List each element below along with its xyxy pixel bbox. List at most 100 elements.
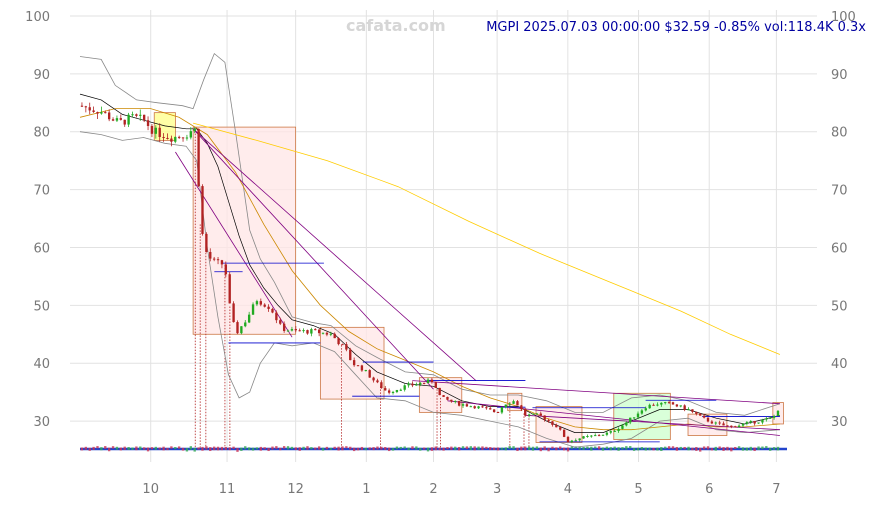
candle-body: [166, 137, 169, 139]
volume-bar: [726, 446, 729, 451]
candle-body: [496, 412, 500, 414]
candle-body: [714, 422, 717, 424]
volume-bar: [232, 446, 235, 449]
volume-bar: [617, 447, 620, 451]
candle-body: [391, 391, 395, 393]
volume-bar: [640, 447, 644, 450]
volume-bar: [644, 447, 647, 451]
volume-bar: [391, 447, 395, 451]
candlesticks: [80, 102, 780, 444]
volume-bar: [142, 447, 146, 450]
volume-bar: [671, 446, 675, 449]
candle-body: [111, 119, 115, 121]
volume-bar: [706, 446, 710, 450]
volume-bar: [139, 446, 142, 450]
volume-bar: [240, 447, 243, 451]
candle-body: [609, 431, 612, 433]
candle-body: [395, 389, 399, 392]
volume-bar: [481, 446, 484, 450]
volume-bar: [321, 447, 325, 451]
candle-body: [232, 303, 235, 323]
candle-body: [240, 326, 243, 334]
volume-bar: [387, 447, 391, 452]
y-tick-label-left: 50: [33, 299, 50, 314]
candle-body: [547, 419, 550, 422]
candle-body: [255, 301, 259, 305]
y-tick-label-right: 90: [831, 68, 848, 83]
watermark-text: cafata.com: [346, 16, 446, 35]
volume-bar: [430, 447, 434, 451]
volume-bar: [586, 446, 589, 449]
candle-body: [177, 136, 181, 138]
candle-body: [485, 407, 488, 409]
candle-body: [306, 330, 309, 334]
candle-body: [345, 344, 348, 350]
volume-bar: [247, 447, 251, 451]
candle-body: [508, 403, 511, 405]
candle-body: [364, 370, 367, 372]
candle-body: [531, 413, 535, 415]
candle-body: [119, 118, 123, 120]
candle-body: [461, 404, 465, 406]
candle-body: [500, 407, 504, 413]
volume-bar: [181, 447, 185, 451]
volume-bar: [691, 447, 694, 451]
volume-bar: [349, 446, 352, 450]
candle-body: [302, 330, 305, 332]
volume-bar: [290, 446, 294, 450]
volume-bar: [597, 446, 601, 450]
volume-bar: [96, 446, 99, 449]
volume-bar: [500, 447, 504, 450]
volume-bar: [675, 446, 679, 451]
volume-bar: [621, 447, 624, 450]
candle-body: [92, 110, 95, 112]
candle-body: [212, 258, 216, 260]
candle-body: [671, 402, 675, 405]
volume-bar: [267, 447, 270, 452]
volume-bar: [660, 447, 663, 452]
candle-body: [465, 404, 469, 407]
volume-bar: [372, 447, 375, 451]
candle-body: [329, 333, 332, 335]
volume-bar: [216, 446, 220, 451]
candle-body: [236, 322, 239, 334]
volume-bar: [345, 446, 348, 449]
volume-bar: [590, 446, 593, 451]
candle-body: [683, 405, 686, 410]
candle-body: [263, 304, 266, 307]
candle-body: [251, 304, 255, 315]
candle-body: [605, 432, 609, 435]
volume-bar: [411, 446, 414, 450]
volume-bar: [679, 446, 682, 450]
candle-body: [457, 400, 461, 406]
candle-body: [154, 127, 158, 134]
candle-body: [675, 404, 679, 407]
candle-body: [349, 349, 352, 361]
candle-body: [687, 409, 690, 411]
volume-bar: [286, 446, 290, 450]
candle-body: [664, 402, 667, 404]
candle-body: [590, 435, 593, 437]
volume-bar: [84, 446, 88, 450]
candle-body: [104, 112, 107, 114]
volume-bar: [512, 446, 515, 450]
volume-bar: [306, 446, 309, 450]
volume-bar: [119, 447, 123, 451]
price-box: [319, 326, 385, 400]
candle-body: [411, 383, 414, 386]
volume-bar: [341, 446, 344, 451]
candle-body: [139, 114, 142, 116]
candle-body: [189, 131, 193, 138]
volume-bar: [714, 446, 717, 451]
y-tick-label-right: 80: [831, 126, 848, 141]
candle-body: [360, 365, 364, 371]
y-tick-label-right: 60: [831, 241, 848, 256]
candle-body: [387, 390, 391, 393]
moving-average-200-line: [192, 122, 781, 355]
volume-bar: [100, 447, 103, 451]
candle-body: [640, 410, 644, 414]
volume-bar: [92, 446, 95, 450]
volume-bar: [547, 447, 550, 452]
volume-bar: [492, 447, 496, 450]
